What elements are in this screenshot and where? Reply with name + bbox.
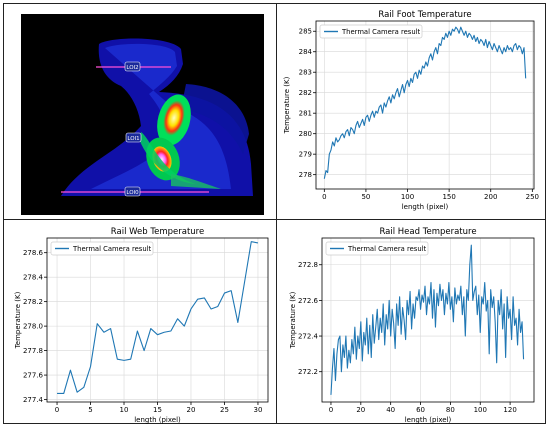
- x-tick-label: 60: [416, 406, 425, 414]
- x-tick-label: 0: [329, 406, 333, 414]
- x-tick-label: 50: [361, 193, 370, 201]
- series-line-head: [330, 244, 525, 395]
- y-tick-label: 285: [299, 28, 312, 36]
- y-tick-label: 272.8: [298, 261, 318, 269]
- y-tick-label: 272.2: [298, 368, 318, 376]
- x-tick-label: 20: [356, 406, 365, 414]
- y-tick-label: 283: [299, 69, 312, 77]
- x-tick-label: 120: [503, 406, 516, 414]
- legend-box: [325, 241, 429, 256]
- x-tick-label: 25: [220, 406, 229, 414]
- warm-streak: [139, 132, 196, 184]
- y-tick-label: 278.4: [23, 274, 44, 282]
- chart-title: Rail Foot Temperature: [378, 10, 471, 20]
- legend-label: Thermal Camera result: [72, 245, 152, 253]
- y-tick-label: 277.8: [23, 347, 43, 355]
- x-tick-label: 0: [55, 406, 59, 414]
- y-tick-label: 272.4: [298, 332, 319, 340]
- chart-title: Rail Head Temperature: [379, 227, 476, 237]
- y-tick-label: 277.4: [23, 396, 44, 404]
- x-tick-label: 15: [153, 406, 162, 414]
- y-tick-label: 280: [299, 130, 312, 138]
- x-axis-label: length (pixel): [405, 416, 452, 424]
- y-tick-label: 278.0: [23, 323, 43, 331]
- x-tick-label: 0: [322, 193, 326, 201]
- y-axis-label: Temperature (K): [14, 291, 22, 349]
- loi2-label: LOI2: [126, 65, 138, 71]
- plot-frame: [321, 237, 535, 403]
- x-tick-label: 150: [442, 193, 455, 201]
- x-axis-label: length (pixel): [134, 416, 181, 424]
- thermal-image: LOI2 LOI1 LOI0: [21, 14, 264, 215]
- x-tick-label: 5: [88, 406, 92, 414]
- x-tick-label: 30: [253, 406, 262, 414]
- y-tick-label: 281: [299, 110, 312, 118]
- x-tick-label: 100: [474, 406, 487, 414]
- x-tick-label: 80: [446, 406, 455, 414]
- loi0-label: LOI0: [126, 190, 139, 196]
- rail-body-right: [181, 84, 249, 154]
- chart-rail-web: 0 5 10 15 20 25 30 277.4 277.6 277.8 278.0 278.2 278…: [14, 227, 269, 424]
- x-axis-label: length (pixel): [402, 203, 449, 211]
- y-tick-label: 278.2: [23, 298, 43, 306]
- y-axis-label: Temperature (K): [289, 291, 297, 349]
- plot-frame: [315, 20, 535, 190]
- y-tick-label: 284: [299, 48, 313, 56]
- y-tick-label: 279: [299, 151, 312, 159]
- y-tick-label: 282: [299, 89, 312, 97]
- x-tick-label: 10: [120, 406, 129, 414]
- x-tick-label: 200: [484, 193, 497, 201]
- chart-title: Rail Web Temperature: [111, 227, 204, 237]
- loi1-label: LOI1: [127, 136, 139, 142]
- y-tick-label: 278.6: [23, 249, 44, 257]
- rail-body-inner: [91, 43, 231, 190]
- legend-box: [50, 241, 154, 256]
- hot-zone-upper: [163, 100, 185, 136]
- legend-label: Thermal Camera result: [341, 28, 421, 36]
- chart-rail-head: 0 20 40 60 80 100 120 272.2 272.4 272.6 272.8 Rail …: [289, 227, 535, 424]
- x-tick-label: 250: [526, 193, 539, 201]
- y-tick-label: 278: [299, 171, 312, 179]
- series-line-web: [57, 241, 259, 394]
- y-tick-label: 277.6: [23, 371, 44, 379]
- y-tick-label: 272.6: [298, 297, 319, 305]
- panel-divider-vertical: [276, 4, 277, 423]
- x-tick-label: 20: [187, 406, 196, 414]
- legend-box: [319, 24, 423, 39]
- x-tick-label: 40: [386, 406, 395, 414]
- chart-rail-foot: 0 50 100 150 200 250 278 279 280 281 282 283 284 285 R…: [283, 10, 539, 211]
- figure-grid: LOI2 LOI1 LOI0 0 50 100 150 200 250 278 279 280 2…: [3, 3, 546, 424]
- y-axis-label: Temperature (K): [283, 76, 291, 134]
- warm-streak-2: [171, 174, 221, 189]
- panel-divider-horizontal: [4, 219, 545, 220]
- x-tick-label: 100: [401, 193, 414, 201]
- series-line-foot: [323, 26, 527, 179]
- legend-label: Thermal Camera result: [347, 245, 427, 253]
